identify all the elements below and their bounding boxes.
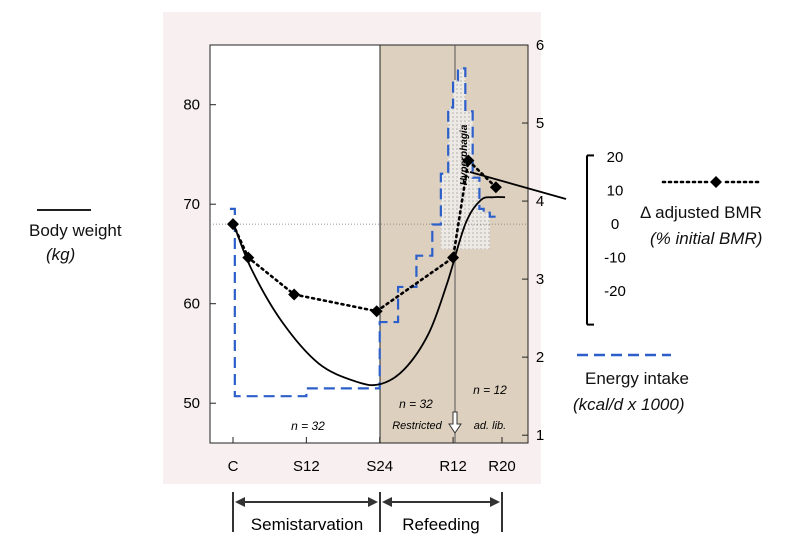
- x-tick-label: S24: [366, 458, 393, 475]
- bmr-marker: [462, 154, 475, 167]
- body-weight-line: [232, 196, 506, 387]
- right-tick-label: 1: [536, 427, 544, 444]
- n-semistarvation: n = 32: [291, 419, 325, 433]
- bmr-tick-label: 10: [607, 183, 624, 200]
- legend-body-weight-unit: (kg): [46, 245, 76, 264]
- legend-bmr-marker-icon: [710, 176, 722, 188]
- left-tick-label: 80: [183, 97, 200, 114]
- bmr-marker: [227, 218, 239, 231]
- hyperphagia-label: Hyperphagia: [459, 124, 470, 185]
- adlib-start-arrow-icon: [448, 411, 462, 434]
- bmr-marker: [242, 251, 255, 264]
- n-restricted: n = 32: [399, 397, 433, 411]
- legend-body-weight-label: Body weight: [29, 221, 122, 240]
- right-tick-label: 2: [536, 349, 544, 366]
- body-weight-axis: 50 60 70 80: [183, 97, 216, 412]
- right-tick-label: 4: [536, 193, 544, 210]
- right-tick-label: 6: [536, 37, 544, 54]
- bmr-tick-label: -20: [604, 283, 626, 300]
- x-axis: C S12 S24 R12 R20: [228, 437, 516, 475]
- hyperphagia-area: [453, 80, 458, 250]
- legend-energy-unit: (kcal/d x 1000): [573, 395, 685, 414]
- left-tick-label: 70: [183, 196, 200, 213]
- bmr-tick-label: 0: [611, 216, 619, 233]
- bmr-tick-label: 20: [607, 149, 624, 166]
- bmr-markers: [227, 154, 502, 318]
- x-tick-label: R12: [439, 458, 467, 475]
- semistarvation-arrow-right-icon: [368, 497, 378, 507]
- n-adlib: n = 12: [473, 383, 507, 397]
- bmr-axis-leader: [469, 171, 567, 200]
- legend-bmr-unit: (% initial BMR): [650, 229, 763, 248]
- hyperphagia-area: [448, 107, 454, 250]
- hyperphagia-area: [483, 212, 490, 250]
- x-tick-label: R20: [488, 458, 516, 475]
- refeeding-arrow-right-icon: [490, 497, 500, 507]
- bmr-tick-label: -10: [604, 250, 626, 267]
- hyperphagia-area: [457, 68, 466, 250]
- phase-refeeding: Refeeding: [402, 515, 480, 534]
- plot-border: [209, 44, 529, 444]
- hyperphagia-region: [440, 68, 490, 250]
- refeeding-arrow-left-icon: [382, 497, 392, 507]
- left-tick-label: 50: [183, 395, 200, 412]
- bmr-marker: [288, 288, 301, 301]
- right-tick-label: 3: [536, 271, 544, 288]
- hyperphagia-area: [472, 177, 480, 250]
- restricted-label: Restricted: [392, 420, 442, 432]
- legend-bmr-label: Δ adjusted BMR: [640, 203, 762, 222]
- hyperphagia-area: [465, 111, 473, 250]
- left-tick-label: 60: [183, 296, 200, 313]
- right-tick-label: 5: [536, 115, 544, 132]
- bmr-marker: [447, 251, 460, 264]
- phase-semistarvation: Semistarvation: [251, 515, 363, 534]
- hyperphagia-area: [440, 173, 449, 250]
- bmr-axis: 20 10 0 -10 -20: [586, 149, 626, 326]
- legend-energy-label: Energy intake: [585, 369, 689, 388]
- adlib-label: ad. lib.: [474, 420, 506, 432]
- x-tick-label: C: [228, 458, 239, 475]
- bmr-marker: [489, 181, 502, 194]
- energy-intake-axis: 1 2 3 4 5 6: [522, 37, 544, 444]
- bmr-marker: [370, 305, 383, 318]
- hyperphagia-area: [479, 208, 484, 250]
- semistarvation-arrow-left-icon: [235, 497, 245, 507]
- x-tick-label: S12: [293, 458, 320, 475]
